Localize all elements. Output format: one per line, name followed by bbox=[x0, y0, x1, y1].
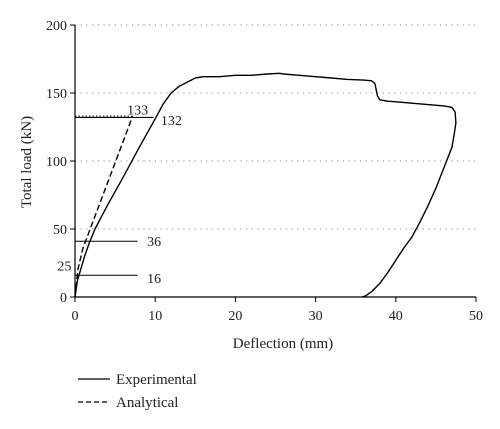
series-line-experimental bbox=[74, 72, 457, 298]
series-lines bbox=[74, 72, 457, 298]
y-tick-label: 150 bbox=[46, 87, 67, 102]
x-tick-label: 10 bbox=[148, 309, 162, 324]
annotation-label: 25 bbox=[57, 260, 71, 275]
y-tick-label: 200 bbox=[46, 19, 67, 34]
series-line-analytical bbox=[74, 115, 134, 298]
annotation-label: 36 bbox=[147, 235, 161, 250]
tick-labels: 0 50 100 150 200 0 10 20 30 40 50 bbox=[46, 19, 483, 324]
legend: Experimental Analytical bbox=[78, 372, 197, 411]
annotation-label: 133 bbox=[127, 103, 148, 118]
y-axis-title: Total load (kN) bbox=[19, 116, 35, 208]
grid-lines bbox=[75, 24, 476, 230]
annotations: 133 132 36 25 16 bbox=[57, 103, 181, 287]
x-tick-label: 40 bbox=[389, 309, 403, 324]
legend-label-experimental: Experimental bbox=[116, 372, 197, 388]
x-tick-label: 20 bbox=[228, 309, 242, 324]
y-tick-label: 50 bbox=[53, 223, 67, 238]
axes bbox=[70, 24, 477, 302]
annotation-label: 16 bbox=[147, 272, 161, 287]
y-tick-label: 100 bbox=[46, 155, 67, 170]
x-tick-label: 50 bbox=[469, 309, 483, 324]
legend-label-analytical: Analytical bbox=[116, 395, 178, 411]
x-tick-label: 0 bbox=[72, 309, 79, 324]
x-tick-label: 30 bbox=[309, 309, 323, 324]
annotation-label: 132 bbox=[161, 114, 182, 129]
x-axis-title: Deflection (mm) bbox=[233, 336, 333, 352]
reference-lines bbox=[75, 115, 154, 276]
y-tick-label: 0 bbox=[60, 291, 67, 306]
